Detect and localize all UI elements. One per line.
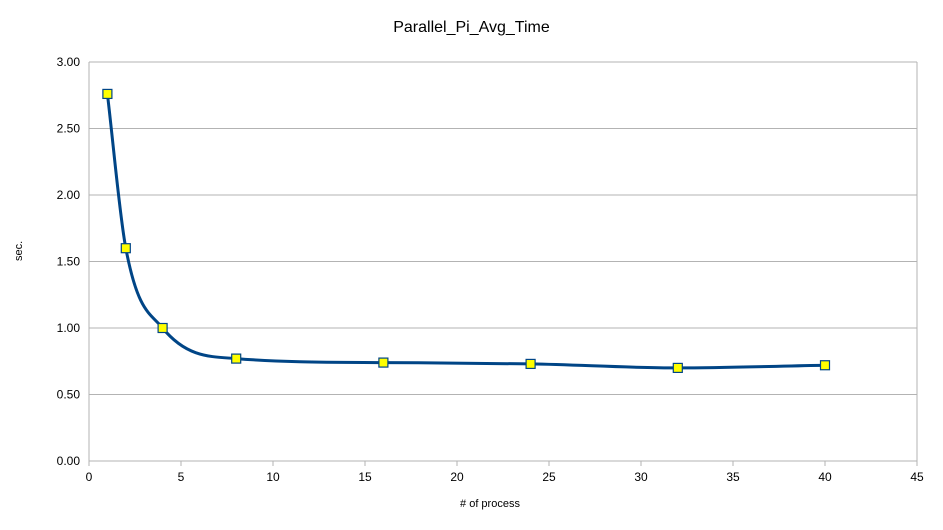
y-tick-label-1: 0.50 bbox=[57, 388, 81, 402]
x-tick-label-6: 30 bbox=[634, 470, 648, 484]
data-point-0-7 bbox=[819, 360, 831, 371]
x-tick-label-8: 40 bbox=[818, 470, 832, 484]
x-tick-label-9: 45 bbox=[910, 470, 924, 484]
x-axis-label: # of process bbox=[460, 498, 520, 510]
data-point-0-3 bbox=[231, 353, 242, 364]
x-tick-label-0: 0 bbox=[86, 470, 93, 484]
x-tick-label-4: 20 bbox=[450, 470, 464, 484]
x-tick-label-5: 25 bbox=[542, 470, 556, 484]
data-point-0-1 bbox=[120, 243, 131, 254]
x-tick-label-1: 5 bbox=[178, 470, 185, 484]
grid-layer bbox=[88, 61, 918, 462]
data-point-0-5 bbox=[525, 358, 536, 370]
y-axis-label: sec. bbox=[13, 240, 25, 261]
y-tick-label-3: 1.50 bbox=[57, 255, 81, 269]
data-point-0-4 bbox=[378, 357, 389, 368]
data-point-0-2 bbox=[157, 322, 168, 334]
y-tick-label-6: 3.00 bbox=[57, 55, 81, 69]
chart-title: Parallel_Pi_Avg_Time bbox=[393, 19, 550, 36]
y-tick-label-4: 2.00 bbox=[57, 188, 81, 202]
axis-layer: 0.00 0.50 1.00 1.50 2.00 2.50 3.00 0 5 10 15 20 25 30… bbox=[57, 55, 924, 484]
y-tick-label-5: 2.50 bbox=[57, 122, 81, 136]
x-tick-label-7: 35 bbox=[726, 470, 740, 484]
series-layer bbox=[105, 92, 827, 370]
x-tick-label-3: 15 bbox=[358, 470, 372, 484]
y-tick-label-0: 0.00 bbox=[57, 454, 81, 468]
y-tick-label-2: 1.00 bbox=[57, 321, 81, 335]
x-tick-label-2: 10 bbox=[266, 470, 280, 484]
data-point-0-0 bbox=[102, 88, 113, 100]
series-line-0 bbox=[105, 92, 827, 370]
marker-layer bbox=[102, 88, 831, 373]
data-point-0-6 bbox=[672, 362, 683, 373]
